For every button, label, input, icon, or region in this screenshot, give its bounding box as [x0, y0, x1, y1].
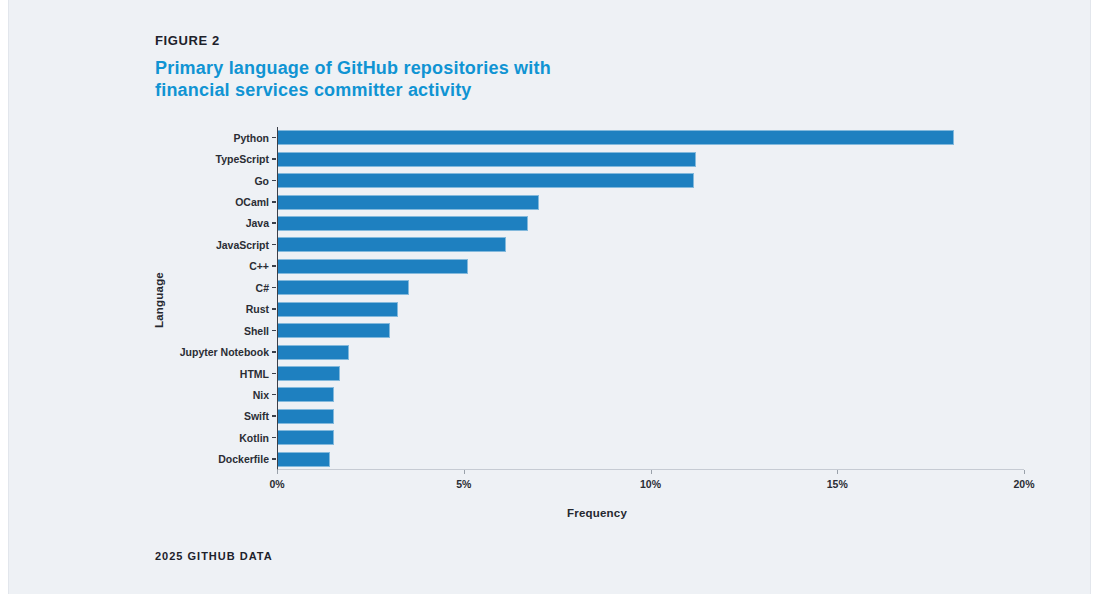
category-label: Kotlin: [17, 431, 269, 445]
bar: [278, 216, 528, 231]
report-page: FIGURE 2 Primary language of GitHub repo…: [0, 0, 1098, 594]
bar: [278, 366, 340, 381]
figure-panel: FIGURE 2 Primary language of GitHub repo…: [8, 0, 1091, 594]
x-tick: [837, 470, 838, 474]
footer-note: 2025 GITHUB DATA: [155, 550, 273, 562]
figure-header: FIGURE 2 Primary language of GitHub repo…: [155, 33, 551, 101]
y-tick: [272, 437, 276, 439]
bar: [278, 323, 390, 338]
category-label: Nix: [17, 388, 269, 402]
x-tick: [464, 470, 465, 474]
category-label: Shell: [17, 324, 269, 338]
y-tick: [272, 180, 276, 182]
bar: [278, 387, 334, 402]
x-tick-label: 5%: [456, 478, 471, 490]
category-label: Java: [17, 216, 269, 230]
figure-label: FIGURE 2: [155, 33, 551, 48]
bar: [278, 302, 398, 317]
x-tick: [277, 470, 278, 474]
bar: [278, 259, 468, 274]
bar: [278, 195, 539, 210]
x-tick-label: 10%: [640, 478, 661, 490]
category-label: Jupyter Notebook: [17, 345, 269, 359]
plot-area: [277, 127, 1024, 470]
category-label: HTML: [17, 367, 269, 381]
category-label: JavaScript: [17, 238, 269, 252]
category-label: C++: [17, 259, 269, 273]
y-tick: [272, 373, 276, 375]
bar: [278, 280, 409, 295]
y-tick: [272, 265, 276, 267]
y-tick: [272, 330, 276, 332]
x-tick-label: 20%: [1013, 478, 1034, 490]
category-label: TypeScript: [17, 152, 269, 166]
bar: [278, 237, 506, 252]
y-tick: [272, 287, 276, 289]
x-axis-label: Frequency: [567, 507, 627, 519]
bar: [278, 409, 334, 424]
y-tick: [272, 394, 276, 396]
chart-title: Primary language of GitHub repositories …: [155, 57, 551, 101]
category-label: Dockerfile: [17, 452, 269, 466]
bar: [278, 452, 330, 467]
category-label: Python: [17, 131, 269, 145]
x-tick-label: 0%: [269, 478, 284, 490]
y-tick: [272, 201, 276, 203]
bar: [278, 345, 349, 360]
y-tick: [272, 244, 276, 246]
chart-title-line1: Primary language of GitHub repositories …: [155, 57, 551, 79]
x-tick: [651, 470, 652, 474]
chart-title-line2: financial services committer activity: [155, 79, 551, 101]
category-label: Rust: [17, 302, 269, 316]
y-tick: [272, 351, 276, 353]
bar: [278, 130, 954, 145]
x-tick-label: 15%: [827, 478, 848, 490]
y-tick: [272, 308, 276, 310]
bar: [278, 173, 694, 188]
y-tick: [272, 458, 276, 460]
y-tick: [272, 158, 276, 160]
bar: [278, 430, 334, 445]
y-tick: [272, 222, 276, 224]
category-label: Swift: [17, 409, 269, 423]
category-label: OCaml: [17, 195, 269, 209]
y-tick: [272, 137, 276, 139]
x-tick: [1024, 470, 1025, 474]
bar: [278, 152, 696, 167]
y-tick: [272, 415, 276, 417]
category-label: Go: [17, 174, 269, 188]
category-label: C#: [17, 281, 269, 295]
